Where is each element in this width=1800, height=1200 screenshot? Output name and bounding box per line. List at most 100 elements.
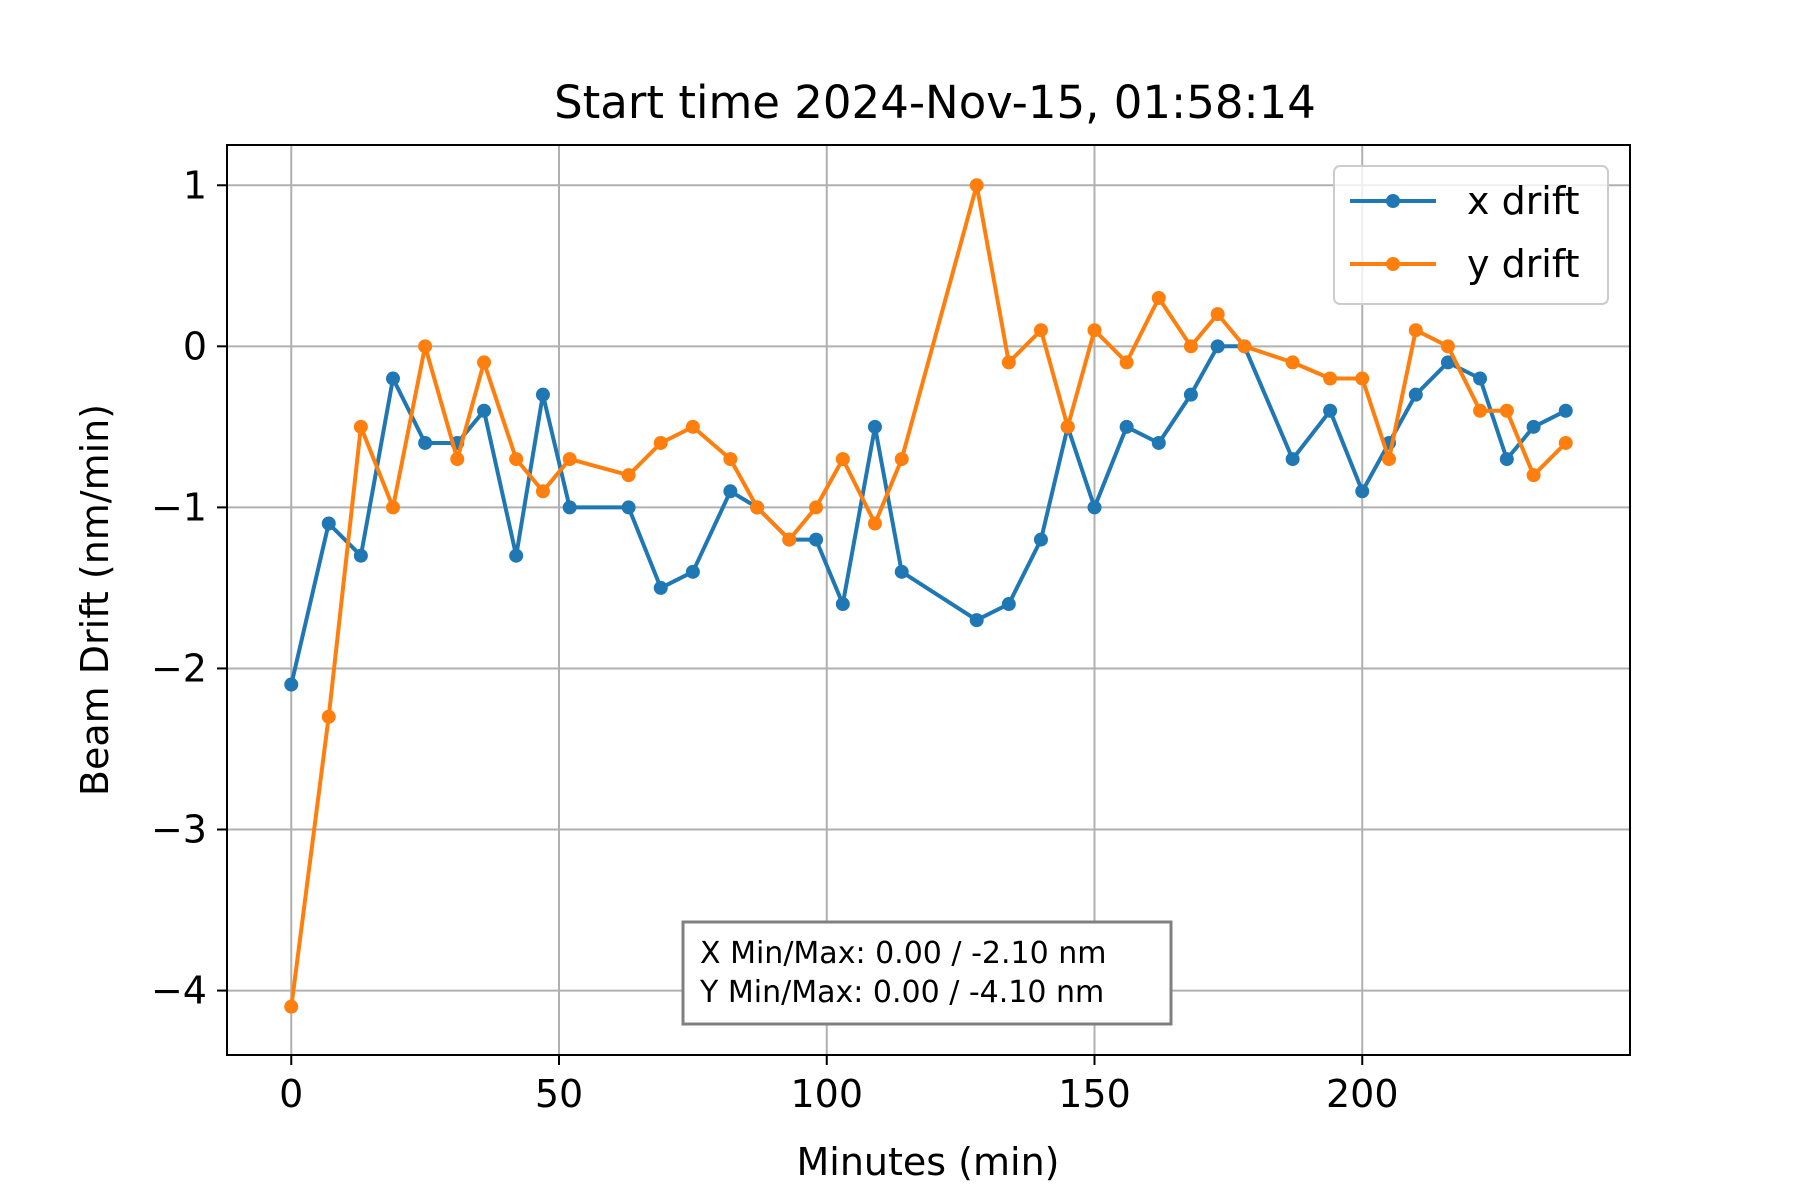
x-drift-point bbox=[1355, 484, 1370, 499]
x-drift-point bbox=[477, 403, 492, 418]
legend-y-drift-marker bbox=[1386, 257, 1400, 271]
y-drift-point bbox=[1151, 291, 1166, 306]
x-drift-point bbox=[1183, 387, 1198, 402]
y-tick-label: −4 bbox=[151, 969, 207, 1013]
x-tick-label: 100 bbox=[790, 1072, 863, 1116]
x-drift-point bbox=[321, 516, 336, 531]
y-drift-point bbox=[969, 178, 984, 193]
y-drift-point bbox=[1440, 339, 1455, 354]
y-drift-point bbox=[835, 452, 850, 467]
annotation-x-minmax: X Min/Max: 0.00 / -2.10 nm bbox=[700, 936, 1106, 971]
x-drift-point bbox=[1323, 403, 1338, 418]
y-drift-point bbox=[1355, 371, 1370, 386]
x-drift-point bbox=[1087, 500, 1102, 515]
y-drift-point bbox=[685, 419, 700, 434]
x-drift-point bbox=[1440, 355, 1455, 370]
y-drift-point bbox=[809, 500, 824, 515]
y-drift-point bbox=[1558, 435, 1573, 450]
y-drift-point bbox=[321, 709, 336, 724]
x-drift-point bbox=[1526, 419, 1541, 434]
y-drift-point bbox=[353, 419, 368, 434]
y-drift-point bbox=[418, 339, 433, 354]
y-drift-point bbox=[1237, 339, 1252, 354]
x-drift-point bbox=[509, 548, 524, 563]
x-drift-point bbox=[1499, 452, 1514, 467]
y-drift-point bbox=[1033, 323, 1048, 338]
y-drift-point bbox=[1526, 468, 1541, 483]
y-drift-point bbox=[562, 452, 577, 467]
y-drift-point bbox=[621, 468, 636, 483]
x-axis-title: Minutes (min) bbox=[797, 1140, 1060, 1184]
axis-ticks: 0 50 100 150 200 1 0 −1 −2 −3 −4 bbox=[151, 163, 1399, 1116]
x-drift-point bbox=[723, 484, 738, 499]
y-drift-point bbox=[509, 452, 524, 467]
y-tick-label: −3 bbox=[151, 808, 207, 852]
x-drift-point bbox=[835, 597, 850, 612]
y-drift-point bbox=[1001, 355, 1016, 370]
legend-x-drift-label: x drift bbox=[1467, 179, 1579, 223]
x-tick-label: 150 bbox=[1058, 1072, 1131, 1116]
y-drift-point bbox=[653, 435, 668, 450]
y-drift-point bbox=[1183, 339, 1198, 354]
min-max-annotation: X Min/Max: 0.00 / -2.10 nm Y Min/Max: 0.… bbox=[681, 920, 1173, 1026]
x-drift-point bbox=[353, 548, 368, 563]
y-tick-label: −2 bbox=[151, 646, 207, 690]
annotation-box bbox=[681, 920, 1173, 1026]
y-drift-point bbox=[1323, 371, 1338, 386]
y-drift-point bbox=[750, 500, 765, 515]
y-tick-label: 1 bbox=[183, 163, 207, 207]
annotation-y-minmax: Y Min/Max: 0.00 / -4.10 nm bbox=[699, 975, 1104, 1010]
y-drift-point bbox=[894, 452, 909, 467]
legend-y-drift-label: y drift bbox=[1467, 242, 1579, 286]
x-drift-point bbox=[1558, 403, 1573, 418]
y-drift-point bbox=[782, 532, 797, 547]
x-drift-point bbox=[562, 500, 577, 515]
x-drift-point bbox=[809, 532, 824, 547]
y-drift-point bbox=[867, 516, 882, 531]
legend-x-drift-marker bbox=[1386, 194, 1400, 208]
x-drift-point bbox=[867, 419, 882, 434]
legend: x drift y drift bbox=[1333, 165, 1609, 305]
x-drift-point bbox=[894, 564, 909, 579]
x-drift-point bbox=[1285, 452, 1300, 467]
y-tick-label: 0 bbox=[183, 324, 207, 368]
y-drift-point bbox=[1408, 323, 1423, 338]
x-drift-point bbox=[1119, 419, 1134, 434]
x-drift-point bbox=[1033, 532, 1048, 547]
y-drift-point bbox=[1087, 323, 1102, 338]
x-drift-point bbox=[1151, 435, 1166, 450]
y-drift-point bbox=[1060, 419, 1075, 434]
x-drift-point bbox=[653, 580, 668, 595]
y-drift-point bbox=[1119, 355, 1134, 370]
x-drift-point bbox=[1001, 597, 1016, 612]
y-drift-point bbox=[386, 500, 401, 515]
y-drift-point bbox=[723, 452, 738, 467]
plot-frame bbox=[226, 144, 1631, 1056]
x-drift-point bbox=[685, 564, 700, 579]
x-drift-point bbox=[418, 435, 433, 450]
x-drift-point bbox=[386, 371, 401, 386]
y-axis-title: Beam Drift (nm/min) bbox=[73, 404, 117, 796]
y-drift-point bbox=[450, 452, 465, 467]
y-drift-point bbox=[1210, 307, 1225, 322]
x-drift-point bbox=[535, 387, 550, 402]
x-drift-point bbox=[1473, 371, 1488, 386]
x-drift-point bbox=[1210, 339, 1225, 354]
plot-series bbox=[284, 178, 1573, 1014]
y-drift-point bbox=[535, 484, 550, 499]
chart-title: Start time 2024-Nov-15, 01:58:14 bbox=[554, 76, 1316, 129]
y-drift-point bbox=[1285, 355, 1300, 370]
x-tick-label: 200 bbox=[1326, 1072, 1399, 1116]
y-drift-point bbox=[284, 999, 299, 1014]
x-drift-point bbox=[621, 500, 636, 515]
y-drift-line bbox=[289, 183, 1568, 1007]
y-drift-point bbox=[1499, 403, 1514, 418]
y-tick-label: −1 bbox=[151, 485, 207, 529]
x-drift-point bbox=[1408, 387, 1423, 402]
x-tick-label: 50 bbox=[535, 1072, 583, 1116]
y-drift-point bbox=[1473, 403, 1488, 418]
x-drift-point bbox=[969, 613, 984, 628]
y-drift-point bbox=[477, 355, 492, 370]
x-drift-point bbox=[284, 677, 299, 692]
